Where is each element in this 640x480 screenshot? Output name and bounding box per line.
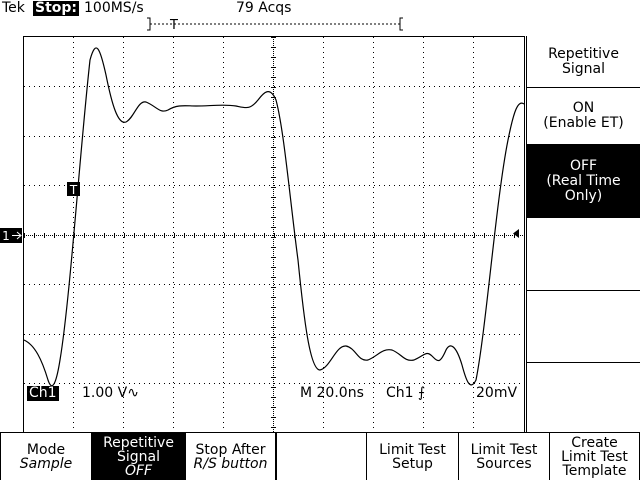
side-menu-empty[interactable] <box>527 218 640 291</box>
readout-scale: 1.00 V∿ <box>82 385 139 401</box>
bottom-menu-divider <box>0 432 640 433</box>
center-axes <box>24 37 524 432</box>
item-detail: (Real Time Only) <box>546 172 621 204</box>
side-menu-title-text: Repetitive Signal <box>548 45 619 77</box>
channel-arrow <box>12 231 22 240</box>
side-menu-empty[interactable] <box>527 291 640 363</box>
waveform <box>23 47 525 387</box>
button-value: OFF <box>124 462 153 479</box>
button-label: Limit Test Setup <box>379 441 446 472</box>
item-detail: (Enable ET) <box>543 115 624 131</box>
readout-channel: Ch1 <box>27 385 59 401</box>
bottom-button[interactable]: Mode Sample <box>0 433 92 480</box>
trigger-level-marker <box>513 229 519 238</box>
bottom-button[interactable]: Create Limit Test Template <box>549 433 640 480</box>
button-label: Create Limit Test Template <box>561 434 628 479</box>
button-value: Sample <box>19 455 73 472</box>
side-menu-item-selected[interactable]: OFF (Real Time Only) <box>527 145 640 218</box>
side-menu-empty[interactable] <box>527 363 640 433</box>
readout-timebase: M 20.0ns <box>300 385 364 401</box>
brand: Tek <box>2 0 25 16</box>
trigger-position-marker: T <box>169 18 178 33</box>
bottom-button[interactable]: Limit Test Sources <box>458 433 550 480</box>
bottom-button[interactable]: Stop After R/S button <box>185 433 276 480</box>
button-label: Stop After <box>195 441 266 458</box>
acquisitions: 79 Acqs <box>236 0 292 16</box>
button-label: Mode <box>26 441 66 458</box>
channel-marker-box <box>0 228 22 243</box>
item-label: OFF <box>569 157 598 174</box>
side-menu-title: Repetitive Signal <box>527 36 640 88</box>
button-value: R/S button <box>193 455 268 472</box>
record-bracket <box>147 17 403 31</box>
bottom-button[interactable]: Limit Test Setup <box>366 433 459 480</box>
channel-marker: 1 <box>2 229 10 243</box>
sample-rate: 100MS/s <box>84 0 144 16</box>
bottom-button-selected[interactable]: Repetitive Signal OFF <box>92 433 185 480</box>
readout-level: 20mV <box>476 385 518 401</box>
button-label: Repetitive Signal <box>103 434 174 465</box>
bottom-button-empty[interactable] <box>276 433 367 480</box>
item-label: ON <box>572 100 595 116</box>
run-state: Stop: <box>33 0 80 16</box>
readout-trigger: Ch1 ⨍ <box>386 385 426 401</box>
side-menu-item[interactable]: ON (Enable ET) <box>527 88 640 145</box>
trigger-point-box <box>67 182 80 196</box>
trigger-point-marker: T <box>69 183 78 197</box>
side-menu-divider <box>526 36 527 433</box>
button-label: Limit Test Sources <box>470 441 538 472</box>
